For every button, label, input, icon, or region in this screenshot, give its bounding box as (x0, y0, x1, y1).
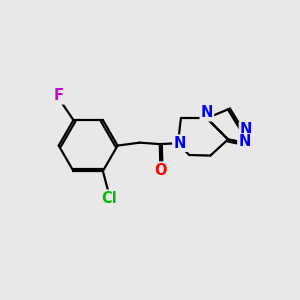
Text: F: F (54, 88, 64, 104)
Text: N: N (175, 136, 187, 151)
Text: O: O (154, 163, 167, 178)
Text: N: N (240, 122, 252, 137)
Text: Cl: Cl (101, 191, 117, 206)
Text: N: N (238, 134, 251, 149)
Text: N: N (173, 136, 186, 151)
Text: N: N (201, 105, 213, 120)
